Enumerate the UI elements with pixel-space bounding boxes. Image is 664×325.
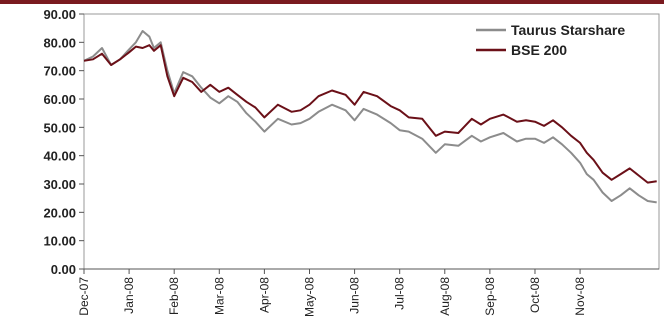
series-line-taurus-starshare [83, 30, 657, 204]
x-tick-label: Oct-08 [528, 277, 542, 313]
y-tick-label: 60.00 [43, 92, 76, 107]
legend-label: Taurus Starshare [511, 22, 625, 38]
top-rule [0, 0, 664, 4]
x-tick-label: Jun-08 [348, 277, 362, 314]
x-axis: Dec-07 Jan-08 Feb-08 Mar-08 Apr-08 May-08 Jun-… [77, 268, 659, 317]
y-tick-label: 10.00 [43, 234, 76, 249]
x-tick-label: May-08 [302, 277, 316, 317]
x-tick-label: Dec-07 [77, 277, 91, 316]
series-lines [83, 30, 657, 204]
y-tick-label: 80.00 [43, 35, 76, 50]
x-tick-label: Jan-08 [122, 277, 136, 314]
legend-label: BSE 200 [511, 42, 567, 58]
y-axis: 0.00 10.00 20.00 30.00 40.00 50.00 60.00 70.00 8… [43, 7, 84, 277]
x-tick-label: Apr-08 [257, 277, 271, 313]
x-tick-label: Sep-08 [483, 277, 497, 316]
y-tick-label: 40.00 [43, 149, 76, 164]
x-tick-label: Nov-08 [573, 277, 587, 316]
x-tick-label: Mar-08 [212, 277, 226, 315]
y-tick-label: 0.00 [51, 262, 76, 277]
y-tick-label: 90.00 [43, 7, 76, 22]
series-line-bse-200 [83, 44, 657, 184]
x-tick-label: Jul-08 [393, 277, 407, 310]
y-tick-label: 20.00 [43, 205, 76, 220]
y-tick-label: 30.00 [43, 177, 76, 192]
legend: Taurus Starshare BSE 200 [476, 22, 625, 58]
y-tick-label: 70.00 [43, 64, 76, 79]
x-tick-label: Aug-08 [438, 277, 452, 316]
x-tick-label: Feb-08 [167, 277, 181, 315]
y-tick-label: 50.00 [43, 120, 76, 135]
plot-area [83, 13, 660, 270]
